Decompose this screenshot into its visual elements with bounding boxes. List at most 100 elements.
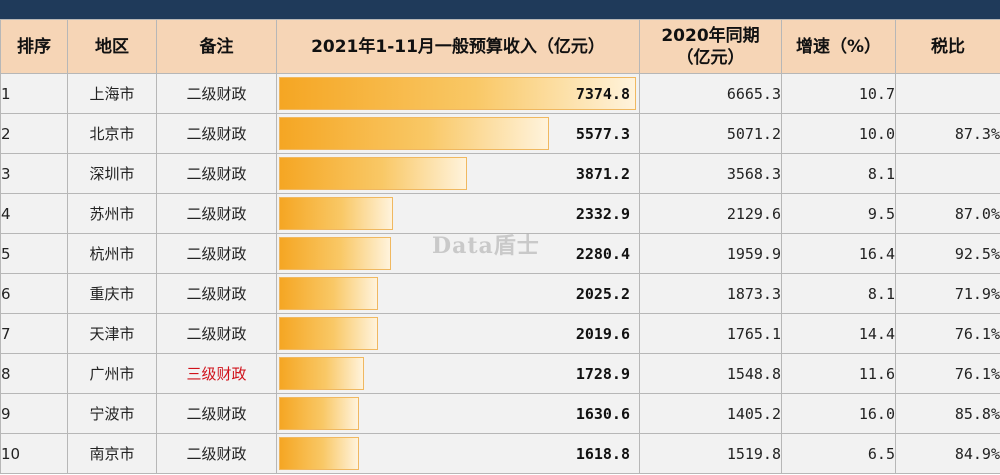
- revenue-bar-cell: 1728.9: [276, 353, 640, 394]
- tax-ratio-cell: 76.1%: [895, 313, 1000, 354]
- table-row: 9 宁波市 二级财政 1630.6 1405.2 16.0 85.8%: [0, 393, 1000, 434]
- note-cell: 二级财政: [156, 233, 277, 274]
- revenue-value: 1728.9: [575, 364, 630, 383]
- revenue-bar-cell: 2332.9: [276, 193, 640, 234]
- note-cell: 二级财政: [156, 313, 277, 354]
- note-cell: 二级财政: [156, 153, 277, 194]
- revenue-bar: [279, 437, 359, 470]
- revenue-bar-cell: 3871.2: [276, 153, 640, 194]
- revenue-value: 1618.8: [575, 444, 630, 463]
- tax-ratio-cell: 85.8%: [895, 393, 1000, 434]
- revenue-bar-cell: 2025.2: [276, 273, 640, 314]
- note-cell: 二级财政: [156, 113, 277, 154]
- tax-ratio-cell: 87.0%: [895, 193, 1000, 234]
- note-cell: 二级财政: [156, 273, 277, 314]
- prev-year-cell: 1959.9: [639, 233, 782, 274]
- table-row: 3 深圳市 二级财政 3871.2 3568.3 8.1: [0, 153, 1000, 194]
- tax-ratio-cell: 87.3%: [895, 113, 1000, 154]
- rank-cell: 3: [0, 153, 68, 194]
- revenue-bar-cell: 5577.3: [276, 113, 640, 154]
- header-prev-line1: 2020年同期: [661, 25, 760, 46]
- table-body: 1 上海市 二级财政 7374.8 6665.3 10.7 2 北京市 二级财政 5577.3 50…: [0, 73, 1000, 474]
- rank-cell: 7: [0, 313, 68, 354]
- table-row: 6 重庆市 二级财政 2025.2 1873.3 8.1 71.9%: [0, 273, 1000, 314]
- header-revenue: 2021年1-11月一般预算收入（亿元）: [276, 19, 640, 74]
- header-prev-year: 2020年同期 （亿元）: [639, 19, 782, 74]
- prev-year-cell: 1405.2: [639, 393, 782, 434]
- prev-year-cell: 1765.1: [639, 313, 782, 354]
- region-cell: 杭州市: [67, 233, 157, 274]
- revenue-bar: [279, 197, 393, 230]
- revenue-bar: [279, 117, 549, 150]
- prev-year-cell: 1519.8: [639, 433, 782, 474]
- tax-ratio-cell: 92.5%: [895, 233, 1000, 274]
- header-region: 地区: [67, 19, 157, 74]
- table-row: 4 苏州市 二级财政 2332.9 2129.6 9.5 87.0%: [0, 193, 1000, 234]
- tax-ratio-cell: [895, 73, 1000, 114]
- revenue-value: 2280.4: [575, 244, 630, 263]
- revenue-bar: [279, 357, 364, 390]
- header-tax-ratio: 税比: [895, 19, 1000, 74]
- header-growth: 增速（%）: [781, 19, 896, 74]
- rank-cell: 8: [0, 353, 68, 394]
- prev-year-cell: 6665.3: [639, 73, 782, 114]
- growth-cell: 8.1: [781, 273, 896, 314]
- region-cell: 南京市: [67, 433, 157, 474]
- growth-cell: 11.6: [781, 353, 896, 394]
- region-cell: 天津市: [67, 313, 157, 354]
- rank-cell: 4: [0, 193, 68, 234]
- revenue-bar: [279, 77, 636, 110]
- growth-cell: 10.0: [781, 113, 896, 154]
- note-cell: 二级财政: [156, 393, 277, 434]
- tax-ratio-cell: 71.9%: [895, 273, 1000, 314]
- header-row: 排序 地区 备注 2021年1-11月一般预算收入（亿元） 2020年同期 （亿…: [0, 19, 1000, 74]
- growth-cell: 14.4: [781, 313, 896, 354]
- region-cell: 苏州市: [67, 193, 157, 234]
- tax-ratio-cell: 84.9%: [895, 433, 1000, 474]
- revenue-value: 5577.3: [575, 124, 630, 143]
- rank-cell: 2: [0, 113, 68, 154]
- region-cell: 北京市: [67, 113, 157, 154]
- revenue-value: 3871.2: [575, 164, 630, 183]
- revenue-value: 2025.2: [575, 284, 630, 303]
- table-row: 7 天津市 二级财政 2019.6 1765.1 14.4 76.1%: [0, 313, 1000, 354]
- revenue-value: 2332.9: [575, 204, 630, 223]
- region-cell: 深圳市: [67, 153, 157, 194]
- header-prev-line2: （亿元）: [676, 47, 745, 68]
- revenue-bar: [279, 317, 378, 350]
- rank-cell: 9: [0, 393, 68, 434]
- note-cell: 二级财政: [156, 193, 277, 234]
- growth-cell: 9.5: [781, 193, 896, 234]
- revenue-bar: [279, 237, 391, 270]
- growth-cell: 8.1: [781, 153, 896, 194]
- region-cell: 广州市: [67, 353, 157, 394]
- table-row: 5 杭州市 二级财政 2280.4 1959.9 16.4 92.5%: [0, 233, 1000, 274]
- revenue-bar: [279, 157, 467, 190]
- growth-cell: 10.7: [781, 73, 896, 114]
- top-bar: [0, 0, 1000, 19]
- growth-cell: 16.4: [781, 233, 896, 274]
- region-cell: 上海市: [67, 73, 157, 114]
- rank-cell: 6: [0, 273, 68, 314]
- revenue-value: 7374.8: [575, 84, 630, 103]
- prev-year-cell: 1873.3: [639, 273, 782, 314]
- header-note: 备注: [156, 19, 277, 74]
- revenue-bar-cell: 7374.8: [276, 73, 640, 114]
- growth-cell: 16.0: [781, 393, 896, 434]
- table-row: 1 上海市 二级财政 7374.8 6665.3 10.7: [0, 73, 1000, 114]
- revenue-ranking-table: 排序 地区 备注 2021年1-11月一般预算收入（亿元） 2020年同期 （亿…: [0, 19, 1000, 474]
- tax-ratio-cell: 76.1%: [895, 353, 1000, 394]
- rank-cell: 5: [0, 233, 68, 274]
- prev-year-cell: 5071.2: [639, 113, 782, 154]
- revenue-bar: [279, 397, 359, 430]
- growth-cell: 6.5: [781, 433, 896, 474]
- tax-ratio-cell: [895, 153, 1000, 194]
- rank-cell: 1: [0, 73, 68, 114]
- prev-year-cell: 3568.3: [639, 153, 782, 194]
- note-cell: 二级财政: [156, 73, 277, 114]
- note-cell: 三级财政: [156, 353, 277, 394]
- revenue-bar-cell: 1630.6: [276, 393, 640, 434]
- revenue-bar-cell: 1618.8: [276, 433, 640, 474]
- note-cell: 二级财政: [156, 433, 277, 474]
- header-rank: 排序: [0, 19, 68, 74]
